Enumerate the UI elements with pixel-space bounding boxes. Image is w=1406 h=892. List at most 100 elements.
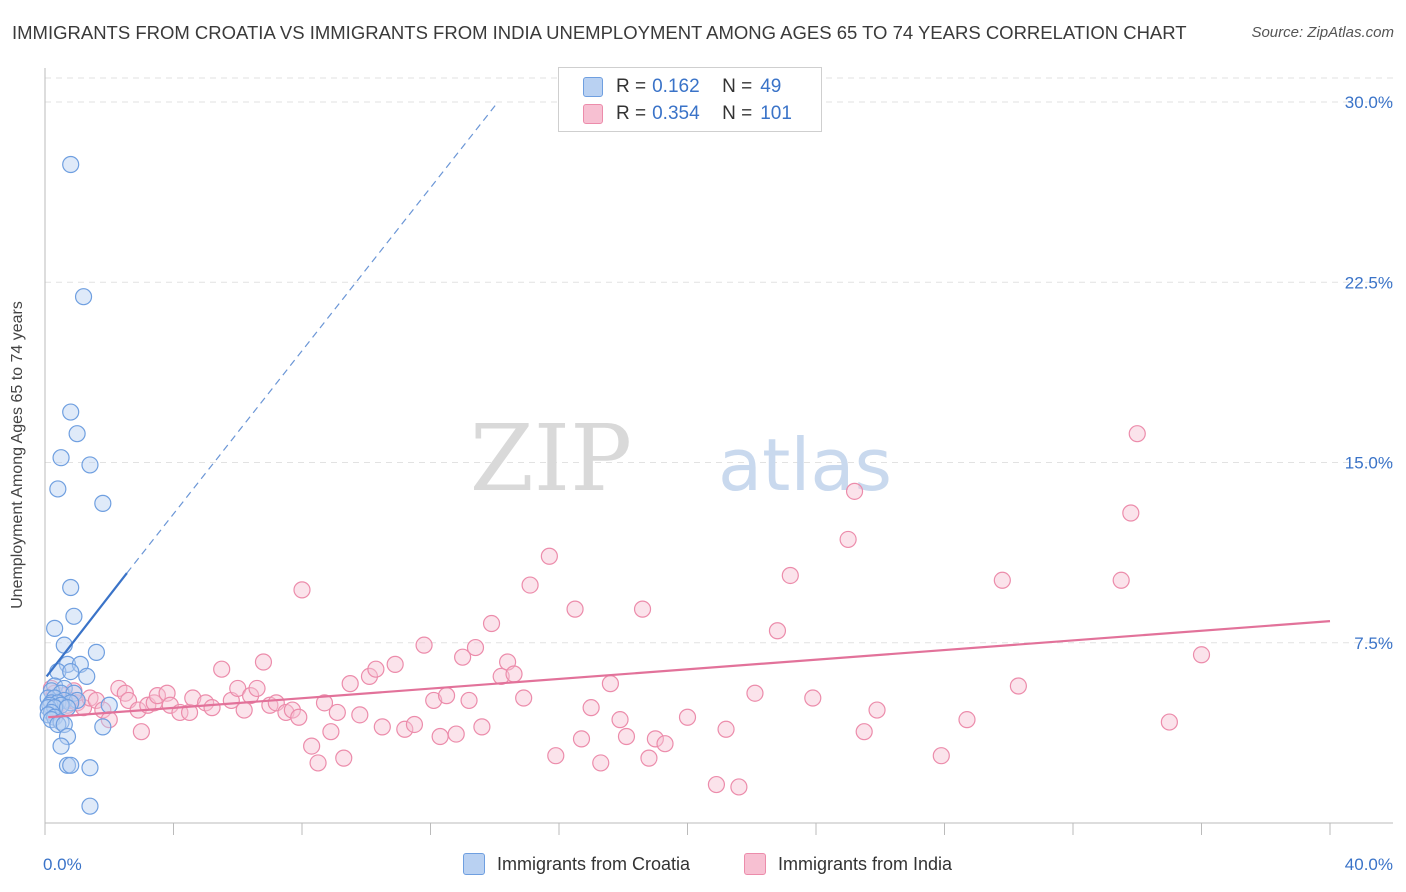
india-point-95 xyxy=(868,701,886,719)
india-swatch xyxy=(583,104,603,124)
india-point-33 xyxy=(242,687,260,705)
india-point-77 xyxy=(601,675,620,693)
india-point-40 xyxy=(290,708,308,726)
data-points xyxy=(39,155,1211,815)
india-trend-line xyxy=(48,620,1331,719)
india-point-94 xyxy=(855,723,873,741)
india-point-42 xyxy=(303,737,321,755)
india-point-104 xyxy=(1192,646,1211,664)
correlation-legend: R = 0.162 N = 49 R = 0.354 N = 101 xyxy=(558,67,822,132)
india-point-57 xyxy=(425,691,443,710)
watermark-atlas: atlas xyxy=(718,423,892,507)
chart-title: IMMIGRANTS FROM CROATIA VS IMMIGRANTS FR… xyxy=(12,22,1187,43)
croatia-legend-swatch xyxy=(463,853,485,875)
croatia-point-4 xyxy=(52,449,70,467)
india-point-66 xyxy=(492,667,510,686)
india-point-101 xyxy=(1122,504,1140,522)
croatia-trend-line xyxy=(45,572,128,678)
india-point-63 xyxy=(466,638,485,657)
india-legend-swatch xyxy=(744,853,766,875)
y-tick-label-0: 7.5% xyxy=(1354,634,1393,653)
india-point-88 xyxy=(746,684,764,702)
india-point-32 xyxy=(235,701,253,719)
croatia-point-16 xyxy=(62,662,80,681)
india-point-44 xyxy=(315,694,334,712)
india-point-18 xyxy=(132,723,150,741)
x-tick-label-1: 40.0% xyxy=(1345,855,1393,874)
croatia-point-10 xyxy=(46,619,64,637)
india-point-93 xyxy=(845,482,864,500)
india-point-97 xyxy=(958,711,976,729)
india-point-84 xyxy=(678,708,697,726)
x-tick-label-0: 0.0% xyxy=(43,855,82,874)
croatia-point-43 xyxy=(94,718,112,736)
india-point-25 xyxy=(180,703,199,722)
y-tick-label-1: 15.0% xyxy=(1345,454,1393,473)
india-point-39 xyxy=(283,701,301,719)
trend-lines xyxy=(45,101,1331,719)
legend-croatia-r: 0.162 xyxy=(652,76,700,97)
india-point-51 xyxy=(367,660,385,678)
india-point-58 xyxy=(431,727,449,746)
india-point-46 xyxy=(328,703,346,722)
india-point-53 xyxy=(386,655,404,673)
croatia-point-9 xyxy=(65,607,83,625)
india-point-61 xyxy=(454,648,472,666)
india-point-102 xyxy=(1128,425,1146,443)
legend-row-croatia: R = 0.162 N = 49 xyxy=(583,76,781,98)
india-point-82 xyxy=(646,730,664,748)
gridlines xyxy=(45,77,1393,644)
croatia-legend-label: Immigrants from Croatia xyxy=(497,853,691,874)
tick-labels: 7.5% 15.0% 22.5% 30.0% 0.0% 40.0% xyxy=(43,93,1393,874)
india-point-72 xyxy=(547,747,565,765)
y-tick-label-2: 22.5% xyxy=(1345,273,1393,292)
india-point-99 xyxy=(1009,677,1027,695)
croatia-point-2 xyxy=(62,403,80,421)
india-point-60 xyxy=(447,725,465,743)
croatia-swatch xyxy=(583,77,603,97)
croatia-point-40 xyxy=(52,713,70,731)
india-point-54 xyxy=(396,720,414,738)
india-point-85 xyxy=(707,775,726,794)
legend-n-label: N = xyxy=(722,103,753,124)
legend-india-n: 101 xyxy=(760,103,792,124)
legend-r-label: R = xyxy=(616,103,647,124)
croatia-point-1 xyxy=(74,288,93,306)
india-point-11 xyxy=(87,691,106,710)
india-point-28 xyxy=(203,699,221,717)
india-point-90 xyxy=(781,566,799,585)
croatia-point-12 xyxy=(87,643,106,661)
croatia-point-45 xyxy=(52,737,70,755)
india-point-68 xyxy=(505,665,523,683)
india-point-92 xyxy=(839,530,857,549)
india-point-70 xyxy=(521,576,539,594)
india-point-48 xyxy=(341,675,359,693)
legend-croatia-n: 49 xyxy=(760,76,782,97)
india-point-78 xyxy=(611,711,629,729)
india-point-73 xyxy=(566,600,584,618)
india-point-47 xyxy=(335,749,353,767)
source-credit: Source: ZipAtlas.com xyxy=(1251,24,1394,41)
india-point-96 xyxy=(932,747,950,765)
croatia-point-47 xyxy=(62,756,80,774)
croatia-point-8 xyxy=(62,578,80,597)
india-point-64 xyxy=(473,718,491,736)
croatia-point-32 xyxy=(100,696,118,714)
india-point-86 xyxy=(717,720,735,738)
watermark-zip: ZIP xyxy=(470,405,632,512)
y-axis-label: Unemployment Among Ages 65 to 74 years xyxy=(9,301,26,609)
india-point-59 xyxy=(437,687,456,705)
croatia-point-7 xyxy=(94,494,112,512)
croatia-point-5 xyxy=(81,456,99,474)
croatia-trend-extension xyxy=(126,101,499,574)
india-point-83 xyxy=(656,735,674,753)
india-point-81 xyxy=(640,749,658,767)
india-point-65 xyxy=(482,614,501,633)
y-tick-label-3: 30.0% xyxy=(1345,93,1393,112)
india-point-91 xyxy=(804,689,822,707)
india-point-49 xyxy=(351,706,369,724)
india-point-69 xyxy=(515,689,533,707)
series-legend-india: Immigrants from India xyxy=(744,852,952,876)
